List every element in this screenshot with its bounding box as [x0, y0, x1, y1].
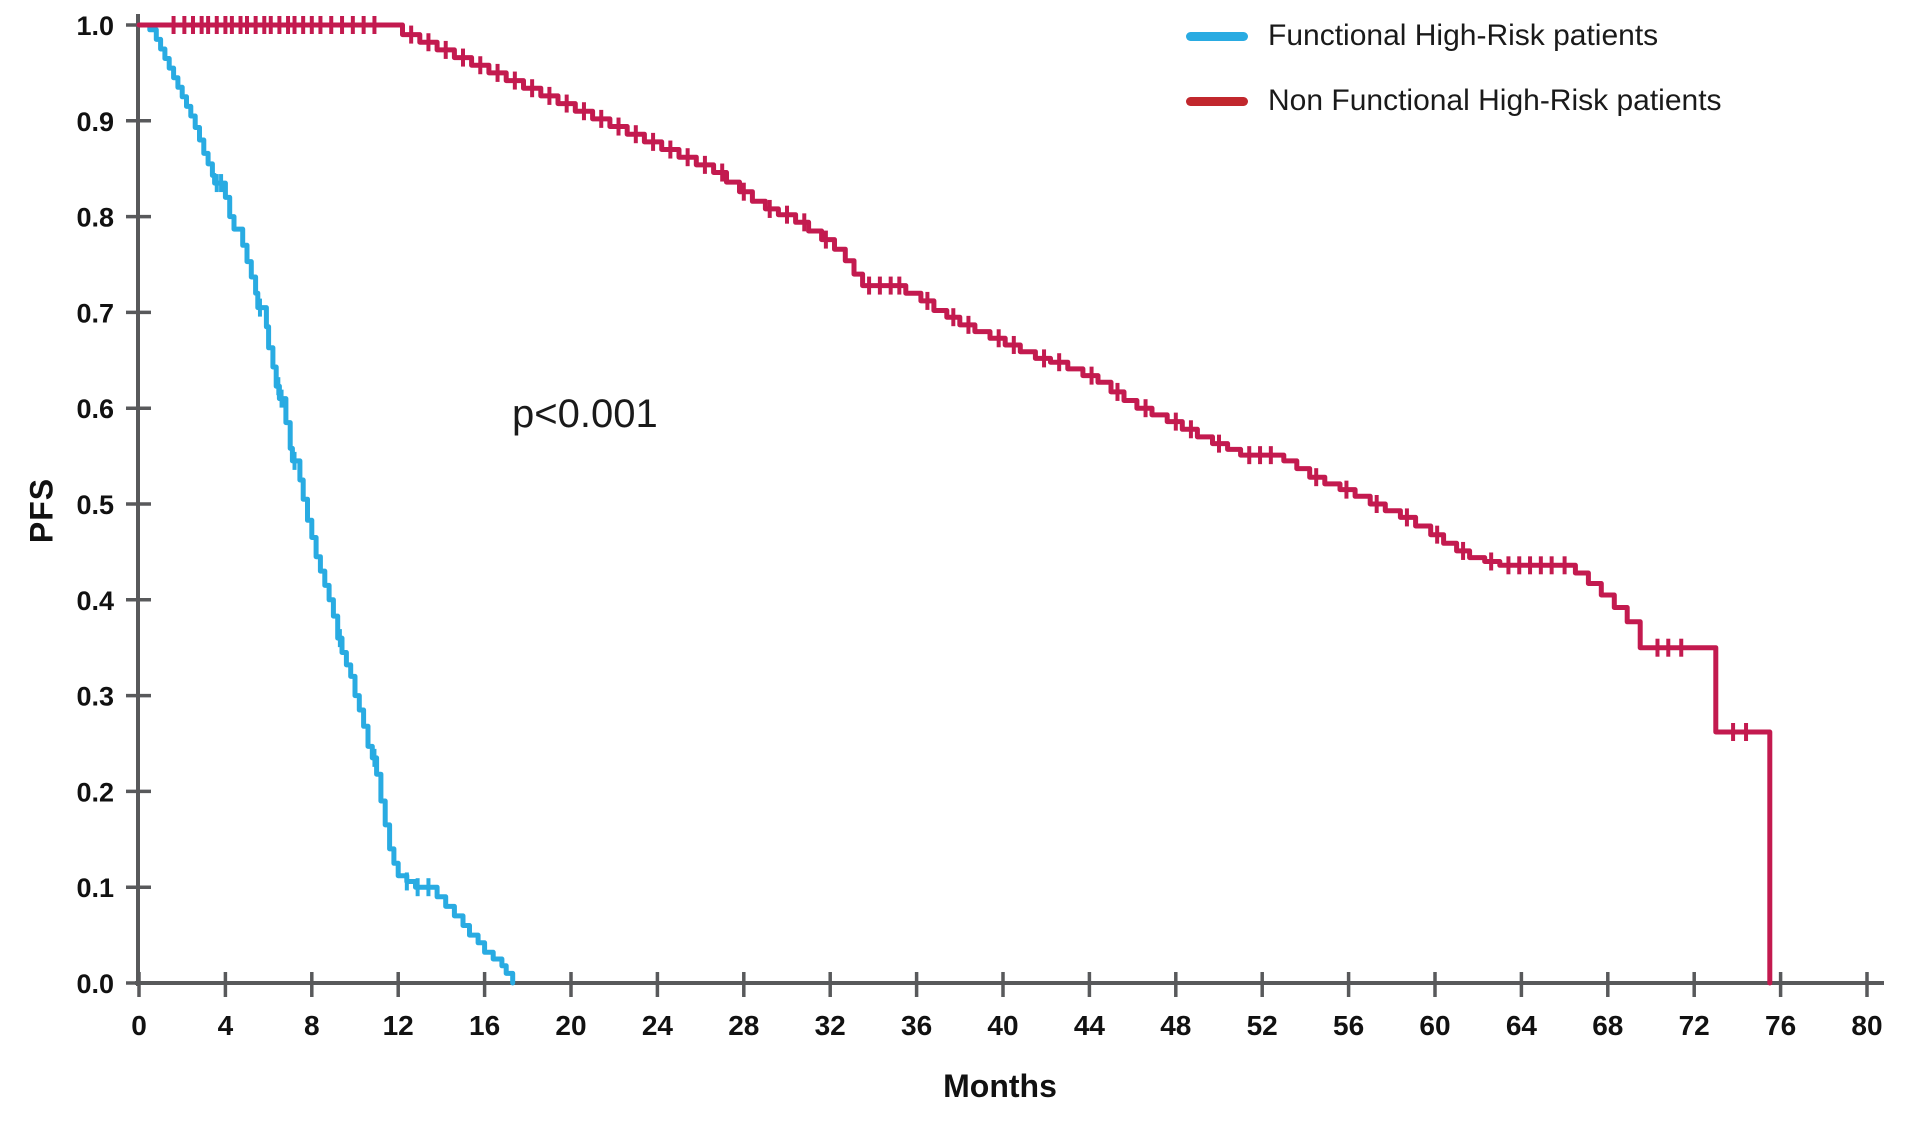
x-tick-label: 4: [218, 1010, 234, 1041]
x-tick-label: 40: [987, 1010, 1018, 1041]
x-tick-label: 36: [901, 1010, 932, 1041]
x-tick-label: 44: [1074, 1010, 1106, 1041]
y-tick-label: 0.3: [76, 682, 114, 712]
legend-swatch-functional-icon: [1186, 31, 1248, 41]
legend-item-functional: Functional High-Risk patients: [1186, 14, 1722, 58]
y-tick-label: 0.0: [76, 969, 114, 999]
legend: Functional High-Risk patients Non Functi…: [1186, 14, 1722, 123]
x-tick-label: 28: [728, 1010, 759, 1041]
y-tick-label: 0.7: [76, 298, 114, 328]
x-tick-label: 76: [1765, 1010, 1796, 1041]
y-tick-label: 0.2: [76, 777, 114, 807]
y-tick-label: 0.5: [76, 490, 114, 520]
x-tick-label: 0: [131, 1010, 147, 1041]
y-tick-label: 0.1: [76, 873, 114, 903]
x-tick-label: 80: [1851, 1010, 1882, 1041]
legend-swatch-non-functional-icon: [1186, 96, 1248, 106]
x-tick-label: 24: [642, 1010, 674, 1041]
legend-label-non-functional: Non Functional High-Risk patients: [1268, 84, 1722, 117]
x-tick-label: 20: [555, 1010, 586, 1041]
y-tick-label: 0.6: [76, 394, 114, 424]
legend-item-non-functional: Non Functional High-Risk patients: [1186, 79, 1722, 123]
y-axis-title: PFS: [23, 477, 60, 544]
y-tick-label: 0.4: [76, 586, 114, 616]
curve-functional: [136, 22, 516, 986]
x-tick-label: 16: [469, 1010, 500, 1041]
x-axis-title: Months: [943, 1068, 1057, 1104]
curve-non-functional: [136, 22, 1773, 986]
y-tick-label: 0.8: [76, 203, 114, 233]
legend-label-functional: Functional High-Risk patients: [1268, 19, 1659, 52]
p-value-annotation: p<0.001: [512, 392, 658, 436]
x-tick-label: 52: [1247, 1010, 1278, 1041]
y-tick-label: 0.9: [76, 107, 114, 137]
x-tick-label: 68: [1592, 1010, 1623, 1041]
x-tick-label: 12: [383, 1010, 414, 1041]
x-tick-label: 8: [304, 1010, 320, 1041]
x-tick-label: 64: [1506, 1010, 1538, 1041]
x-tick-label: 32: [815, 1010, 846, 1041]
x-tick-label: 72: [1679, 1010, 1710, 1041]
x-tick-label: 56: [1333, 1010, 1364, 1041]
x-tick-label: 48: [1160, 1010, 1191, 1041]
y-tick-label: 1.0: [76, 11, 114, 41]
x-tick-label: 60: [1419, 1010, 1450, 1041]
